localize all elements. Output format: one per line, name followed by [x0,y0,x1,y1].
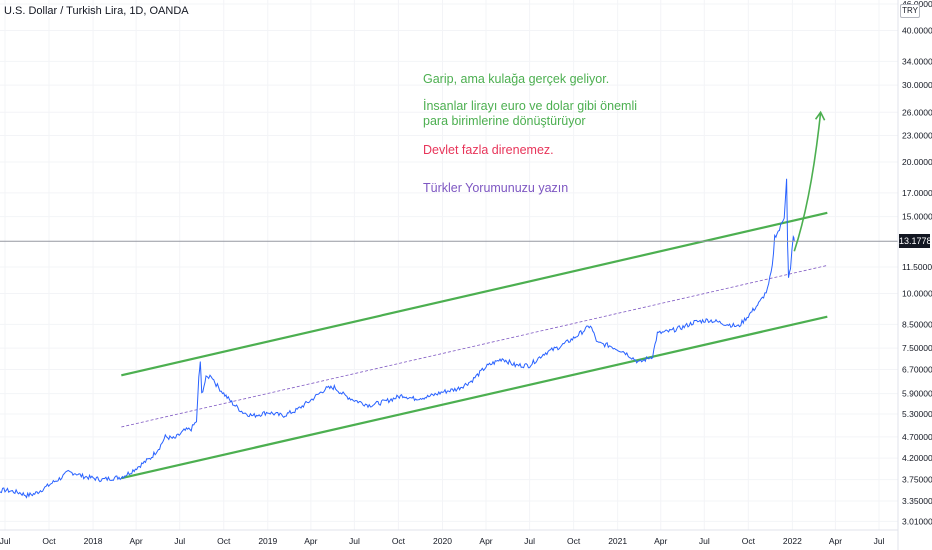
currency-badge[interactable]: TRY [900,4,920,18]
price-tick-label: 3.35000 [902,496,932,506]
price-tick-label: 5.90000 [902,389,932,399]
time-tick-label: Apr [654,536,667,546]
time-tick-label: Apr [479,536,492,546]
time-tick-label: Oct [217,536,231,546]
channel-upper-line[interactable] [121,211,828,377]
price-tick-label: 4.20000 [902,453,932,463]
price-tick-label: 20.00000 [902,157,932,167]
projection-arrow[interactable] [793,110,826,252]
time-tick-label: Jul [874,536,885,546]
price-tick-label: 3.01000 [902,516,932,526]
time-tick-label: 2020 [433,536,452,546]
annotation-line-1[interactable]: Garip, ama kulağa gerçek geliyor. [423,72,610,86]
channel-drawings[interactable] [121,211,828,480]
price-tick-label: 17.00000 [902,188,932,198]
symbol-title[interactable]: U.S. Dollar / Turkish Lira, 1D, OANDA [4,5,189,17]
time-tick-label: 2018 [84,536,103,546]
annotation-line-3[interactable]: para birimlerine dönüştürüyor [423,114,586,128]
time-tick-label: Apr [130,536,143,546]
time-tick-label: Jul [524,536,535,546]
time-tick-label: Apr [304,536,317,546]
price-tick-label: 3.75000 [902,475,932,485]
time-tick-label: Oct [42,536,56,546]
current-price-label: 13.17782 [899,234,932,249]
price-tick-label: 4.70000 [902,432,932,442]
price-tick-label: 8.50000 [902,319,932,329]
price-tick-label: 30.00000 [902,80,932,90]
arrow-shaft[interactable] [793,112,822,252]
price-tick-label: 11.50000 [902,262,932,272]
channel-lower-line[interactable] [121,315,828,480]
time-tick-label: Apr [829,536,842,546]
time-tick-label: Jul [0,536,11,546]
price-series-line [0,178,795,499]
time-tick-label: 2022 [783,536,802,546]
time-tick-label: 2019 [258,536,277,546]
annotation-line-5[interactable]: Türkler Yorumunuzu yazın [423,181,569,195]
grid-layer [0,0,898,530]
annotation-line-4[interactable]: Devlet fazla direnemez. [423,143,554,157]
price-tick-label: 40.00000 [902,26,932,36]
arrow-head[interactable] [814,110,826,121]
price-tick-label: 26.00000 [902,107,932,117]
time-tick-label: Oct [567,536,581,546]
price-tick-label: 6.70000 [902,365,932,375]
time-tick-label: Oct [742,536,756,546]
price-tick-label: 15.00000 [902,212,932,222]
channel-mid-line[interactable] [121,265,828,428]
price-tick-label: 23.00000 [902,131,932,141]
price-tick-label: 5.30000 [902,409,932,419]
price-tick-label: 34.00000 [902,56,932,66]
annotation-line-2[interactable]: İnsanlar lirayı euro ve dolar gibi öneml… [423,99,637,113]
time-tick-label: Jul [699,536,710,546]
price-tick-label: 7.50000 [902,343,932,353]
price-axis[interactable]: 46.0000040.0000034.0000030.0000026.00000… [902,0,932,526]
price-tick-label: 10.00000 [902,289,932,299]
time-axis[interactable]: Jul Oct 2018 Apr Jul Oct 2019 Apr Jul Oct 2020 Apr J… [0,536,885,546]
time-tick-label: Oct [392,536,406,546]
time-tick-label: Jul [349,536,360,546]
time-tick-label: 2021 [608,536,627,546]
time-tick-label: Jul [174,536,185,546]
